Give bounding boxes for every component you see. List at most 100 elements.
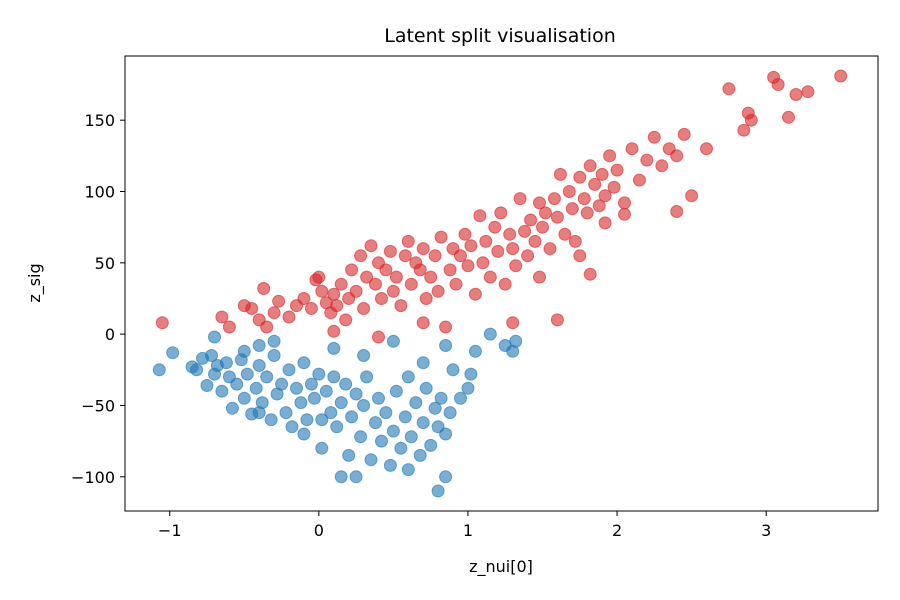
scatter-point-series-2-67: [428, 401, 442, 415]
scatter-point-series-1-21: [334, 277, 348, 291]
scatter-point-series-1-83: [565, 202, 579, 216]
scatter-point-series-2-49: [360, 370, 374, 384]
scatter-point-series-2-10: [215, 384, 229, 398]
scatter-point-series-1-34: [383, 244, 397, 258]
scatter-point-series-2-91: [439, 470, 453, 484]
scatter-point-series-1-24: [345, 263, 359, 277]
scatter-point-series-2-88: [334, 470, 348, 484]
scatter-point-series-1-12: [297, 292, 311, 305]
scatter-point-series-2-36: [312, 367, 326, 381]
scatter-point-series-1-105: [685, 189, 699, 203]
scatter-point-series-1-100: [647, 130, 661, 144]
scatter-point-series-1-75: [536, 220, 549, 234]
scatter-point-series-1-82: [562, 185, 576, 198]
scatter-point-series-1-121: [670, 205, 684, 218]
scatter-point-series-1-81: [558, 227, 572, 241]
scatter-point-series-2-63: [413, 448, 427, 462]
scatter-point-series-1-55: [461, 259, 475, 273]
scatter-point-series-2-52: [372, 391, 385, 405]
scatter-point-series-1-77: [543, 242, 557, 256]
scatter-point-series-1-36: [389, 270, 403, 284]
scatter-point-series-1-90: [592, 199, 606, 213]
scatter-point-series-1-96: [618, 196, 631, 210]
scatter-point-series-1-65: [498, 277, 512, 291]
scatter-point-series-2-41: [330, 420, 344, 434]
scatter-point-series-2-33: [300, 413, 314, 427]
scatter-point-series-2-83: [468, 344, 482, 358]
scatter-point-series-2-50: [364, 453, 378, 467]
scatter-point-series-1-106: [700, 142, 713, 156]
scatter-point-series-2-59: [398, 410, 412, 424]
scatter-point-series-2-35: [307, 391, 321, 405]
scatter-point-series-2-76: [237, 344, 251, 358]
scatter-point-series-1-119: [533, 270, 546, 284]
x-tick-label: 3: [761, 521, 771, 540]
scatter-point-series-1-19: [327, 287, 341, 301]
scatter-point-series-1-120: [583, 267, 597, 281]
scatter-point-series-1-104: [677, 127, 691, 141]
x-axis-label: z_nui[0]: [469, 557, 533, 577]
scatter-point-series-2-70: [439, 427, 453, 441]
scatter-point-series-1-43: [416, 242, 430, 256]
scatter-point-series-1-97: [625, 142, 639, 156]
scatter-point-series-1-70: [518, 224, 532, 238]
scatter-point-series-1-25: [349, 284, 363, 298]
scatter-point-series-2-27: [279, 406, 293, 420]
scatter-point-series-1-64: [494, 206, 508, 220]
scatter-point-series-2-19: [249, 381, 263, 395]
scatter-point-series-2-65: [419, 381, 433, 395]
scatter-point-series-1-114: [789, 88, 803, 101]
scatter-point-series-2-2: [166, 346, 180, 360]
scatter-point-series-2-20: [252, 359, 266, 372]
scatter-point-series-1-73: [528, 234, 542, 248]
scatter-point-series-2-46: [349, 387, 363, 401]
scatter-point-series-1-69: [513, 192, 527, 206]
scatter-point-series-2-16: [237, 391, 251, 405]
scatter-point-series-2-42: [334, 396, 348, 410]
scatter-point-series-2-31: [294, 396, 308, 410]
scatter-point-series-1-113: [782, 110, 795, 124]
scatter-point-series-1-66: [503, 227, 517, 241]
scatter-point-series-1-92: [598, 189, 612, 203]
y-tick-label: −100: [71, 468, 115, 487]
scatter-point-series-2-29: [285, 420, 299, 434]
scatter-point-series-2-95: [252, 406, 266, 420]
scatter-point-series-2-94: [315, 413, 329, 427]
scatter-point-series-2-87: [509, 334, 523, 348]
scatter-point-series-1-78: [547, 192, 561, 206]
scatter-point-series-2-32: [297, 356, 311, 370]
scatter-point-series-1-3: [222, 320, 236, 334]
scatter-point-series-1-30: [369, 277, 382, 291]
scatter-point-series-2-81: [386, 334, 400, 348]
scatter-point-series-1-48: [434, 230, 448, 244]
scatter-point-series-1-53: [454, 249, 467, 263]
scatter-point-series-1-42: [413, 263, 427, 277]
scatter-point-series-1-2: [215, 310, 229, 324]
scatter-point-series-1-16: [315, 284, 329, 298]
scatter-point-series-1-126: [327, 324, 341, 338]
scatter-point-series-1-128: [416, 316, 430, 330]
scatter-point-series-2-56: [386, 424, 400, 438]
scatter-point-series-1-33: [379, 263, 393, 277]
scatter-point-series-1-1: [155, 316, 169, 330]
scatter-point-series-1-99: [640, 153, 654, 167]
scatter-point-series-1-5: [245, 302, 259, 315]
scatter-point-series-2-73: [454, 391, 467, 405]
scatter-point-series-1-61: [483, 270, 497, 284]
scatter-point-series-1-118: [506, 316, 520, 330]
scatter-point-series-1-13: [304, 302, 318, 315]
scatter-point-series-1-101: [655, 159, 669, 173]
scatter-point-series-1-60: [479, 234, 493, 248]
scatter-point-series-1-57: [468, 287, 482, 301]
scatter-point-series-1-68: [509, 259, 523, 273]
scatter-point-series-1-39: [401, 234, 415, 248]
scatter-point-series-2-55: [383, 458, 397, 472]
scatter-point-series-1-32: [375, 292, 388, 305]
y-tick-label: 150: [84, 111, 115, 130]
x-tick-label: 0: [314, 521, 324, 540]
scatter-point-series-1-112: [771, 78, 785, 91]
scatter-point-series-1-35: [386, 284, 400, 298]
scatter-point-series-1-44: [419, 292, 433, 305]
scatter-point-series-1-74: [533, 196, 546, 210]
scatter-point-series-1-37: [394, 299, 408, 313]
